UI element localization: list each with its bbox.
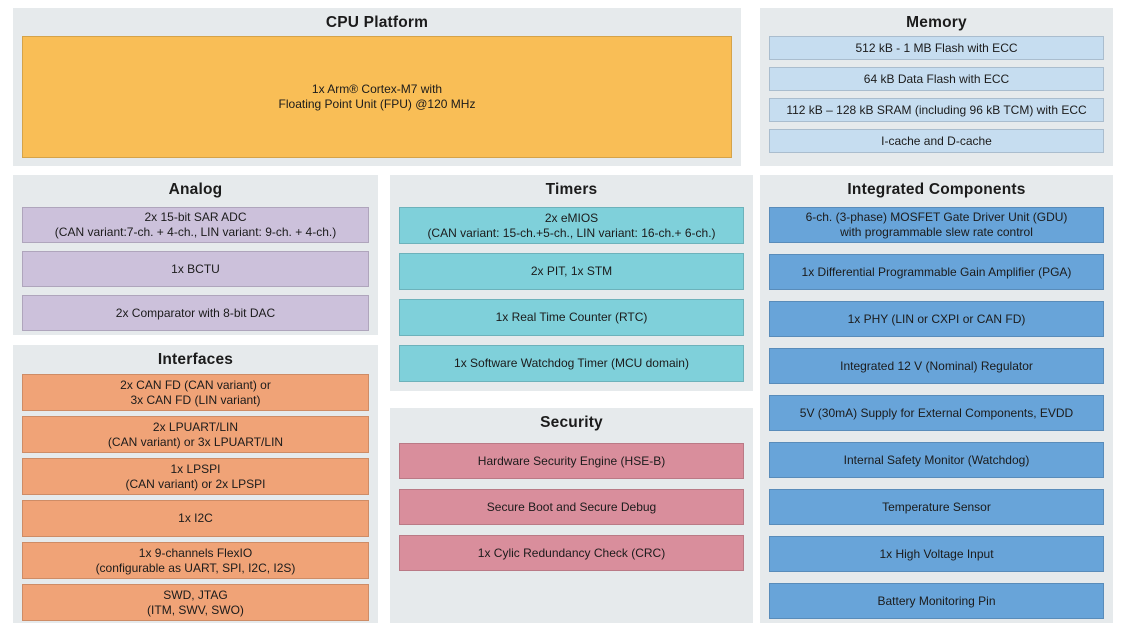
block-regulator: Integrated 12 V (Nominal) Regulator — [769, 348, 1104, 384]
block-rtc: 1x Real Time Counter (RTC) — [399, 299, 744, 336]
block-can-fd: 2x CAN FD (CAN variant) or 3x CAN FD (LI… — [22, 374, 369, 411]
block-comparator: 2x Comparator with 8-bit DAC — [22, 295, 369, 331]
block-secure-boot: Secure Boot and Secure Debug — [399, 489, 744, 525]
block-data-flash: 64 kB Data Flash with ECC — [769, 67, 1104, 91]
security-rows: Hardware Security Engine (HSE-B) Secure … — [399, 443, 744, 571]
block-safety-monitor: Internal Safety Monitor (Watchdog) — [769, 442, 1104, 478]
memory-rows: 512 kB - 1 MB Flash with ECC 64 kB Data … — [769, 36, 1104, 153]
block-pit-stm: 2x PIT, 1x STM — [399, 253, 744, 290]
timers-rows: 2x eMIOS (CAN variant: 15-ch.+5-ch., LIN… — [399, 207, 744, 382]
block-temperature-sensor: Temperature Sensor — [769, 489, 1104, 525]
block-bctu: 1x BCTU — [22, 251, 369, 287]
analog-rows: 2x 15-bit SAR ADC (CAN variant:7-ch. + 4… — [22, 207, 369, 331]
block-crc: 1x Cylic Redundancy Check (CRC) — [399, 535, 744, 571]
block-flash: 512 kB - 1 MB Flash with ECC — [769, 36, 1104, 60]
panel-memory: Memory 512 kB - 1 MB Flash with ECC 64 k… — [760, 8, 1113, 166]
block-lpspi: 1x LPSPI (CAN variant) or 2x LPSPI — [22, 458, 369, 495]
block-pga: 1x Differential Programmable Gain Amplif… — [769, 254, 1104, 290]
panel-security: Security Hardware Security Engine (HSE-B… — [390, 408, 753, 623]
panel-integrated-components: Integrated Components 6-ch. (3-phase) MO… — [760, 175, 1113, 623]
block-i2c: 1x I2C — [22, 500, 369, 537]
block-high-voltage-input: 1x High Voltage Input — [769, 536, 1104, 572]
integrated-components-rows: 6-ch. (3-phase) MOSFET Gate Driver Unit … — [769, 207, 1104, 619]
cpu-platform-rows: 1x Arm® Cortex-M7 with Floating Point Un… — [22, 36, 732, 158]
block-evdd-supply: 5V (30mA) Supply for External Components… — [769, 395, 1104, 431]
block-gdu: 6-ch. (3-phase) MOSFET Gate Driver Unit … — [769, 207, 1104, 243]
block-cortex-m7-core: 1x Arm® Cortex-M7 with Floating Point Un… — [22, 36, 732, 158]
block-sram: 112 kB – 128 kB SRAM (including 96 kB TC… — [769, 98, 1104, 122]
block-lpuart-lin: 2x LPUART/LIN (CAN variant) or 3x LPUART… — [22, 416, 369, 453]
panel-analog: Analog 2x 15-bit SAR ADC (CAN variant:7-… — [13, 175, 378, 335]
block-hse: Hardware Security Engine (HSE-B) — [399, 443, 744, 479]
block-swd-jtag: SWD, JTAG (ITM, SWV, SWO) — [22, 584, 369, 621]
interfaces-rows: 2x CAN FD (CAN variant) or 3x CAN FD (LI… — [22, 374, 369, 621]
block-emios: 2x eMIOS (CAN variant: 15-ch.+5-ch., LIN… — [399, 207, 744, 244]
panel-cpu-platform: CPU Platform 1x Arm® Cortex-M7 with Floa… — [13, 8, 741, 166]
block-battery-monitoring-pin: Battery Monitoring Pin — [769, 583, 1104, 619]
cpu-platform-title: CPU Platform — [325, 14, 429, 31]
interfaces-title: Interfaces — [157, 351, 234, 368]
block-flexio: 1x 9-channels FlexIO (configurable as UA… — [22, 542, 369, 579]
memory-title: Memory — [906, 14, 967, 31]
security-title: Security — [540, 414, 603, 431]
panel-interfaces: Interfaces 2x CAN FD (CAN variant) or 3x… — [13, 345, 378, 623]
block-sar-adc: 2x 15-bit SAR ADC (CAN variant:7-ch. + 4… — [22, 207, 369, 243]
block-phy: 1x PHY (LIN or CXPI or CAN FD) — [769, 301, 1104, 337]
analog-title: Analog — [168, 181, 223, 198]
block-swt: 1x Software Watchdog Timer (MCU domain) — [399, 345, 744, 382]
integrated-components-title: Integrated Components — [847, 181, 1026, 198]
panel-timers: Timers 2x eMIOS (CAN variant: 15-ch.+5-c… — [390, 175, 753, 391]
timers-title: Timers — [545, 181, 598, 198]
block-cache: I-cache and D-cache — [769, 129, 1104, 153]
